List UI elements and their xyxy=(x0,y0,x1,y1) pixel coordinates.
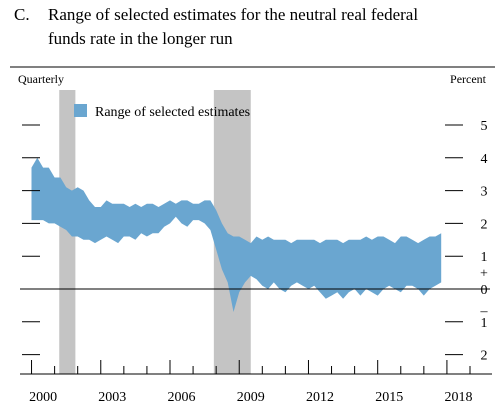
recession-bands xyxy=(59,90,251,374)
x-tick-label: 2012 xyxy=(306,390,334,405)
y-tick-label: _ xyxy=(480,299,489,314)
x-tick-label: 2015 xyxy=(375,390,403,405)
y-tick-label: 0 xyxy=(481,283,488,298)
range-area xyxy=(20,157,490,312)
y-tick-label: 1 xyxy=(481,250,488,265)
y-tick-label: 2 xyxy=(481,349,488,364)
legend-label: Range of selected estimates xyxy=(95,105,250,120)
left-axis-label: Quarterly xyxy=(18,72,64,86)
y-tick-label: 2 xyxy=(481,217,488,232)
x-tick-label: 2009 xyxy=(237,390,265,405)
right-axis-label: Percent xyxy=(450,72,487,86)
x-axis: 2000 2003 2006 2009 2012 2015 2018 xyxy=(20,360,492,405)
y-tick-label: 3 xyxy=(481,185,488,200)
y-tick-label: 1 xyxy=(481,316,488,331)
y-tick-label: 4 xyxy=(481,152,488,167)
x-tick-label: 2000 xyxy=(29,390,57,405)
x-tick-label: 2018 xyxy=(444,390,472,405)
legend-swatch xyxy=(74,104,87,117)
title-line-2: funds rate in the longer run xyxy=(48,29,233,48)
x-tick-label: 2006 xyxy=(168,390,196,405)
title-line-1: Range of selected estimates for the neut… xyxy=(48,5,419,24)
y-tick-label: + xyxy=(480,267,488,282)
y-axis-ticks: 5 4 3 2 1 +0_ 1 2 xyxy=(22,119,489,364)
y-tick-label: 5 xyxy=(481,119,488,134)
x-tick-label: 2003 xyxy=(98,390,126,405)
panel-letter: C. xyxy=(14,5,30,24)
recession-band xyxy=(59,90,76,374)
range-band xyxy=(31,157,442,312)
